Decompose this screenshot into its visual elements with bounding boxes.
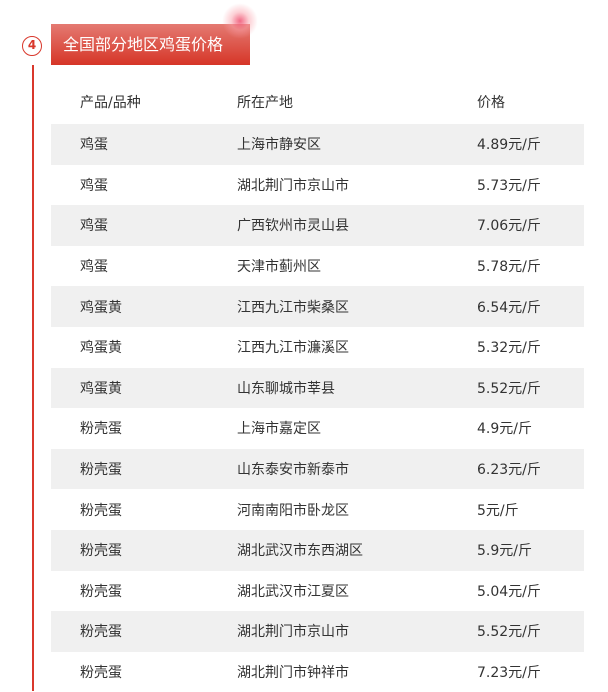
cell-price: 5.52元/斤 [477, 380, 541, 397]
cell-origin: 湖北武汉市江夏区 [237, 583, 349, 600]
cell-price: 7.06元/斤 [477, 218, 541, 235]
cell-price: 5.32元/斤 [477, 340, 541, 357]
table-row: 鸡蛋黄 江西九江市柴桑区 6.54元/斤 [51, 286, 584, 327]
cell-price: 4.9元/斤 [477, 421, 532, 438]
cell-product: 粉壳蛋 [80, 624, 122, 641]
table-header-row: 产品/品种 所在产地 价格 [51, 80, 584, 124]
cell-price: 5.04元/斤 [477, 583, 541, 600]
cell-origin: 山东泰安市新泰市 [237, 462, 349, 479]
cell-product: 粉壳蛋 [80, 665, 122, 682]
cell-price: 5.78元/斤 [477, 259, 541, 276]
table-row: 鸡蛋 上海市静安区 4.89元/斤 [51, 124, 584, 165]
table-row: 鸡蛋黄 江西九江市濂溪区 5.32元/斤 [51, 327, 584, 368]
header-product: 产品/品种 [80, 95, 141, 111]
timeline-line [32, 65, 34, 691]
cell-origin: 湖北武汉市东西湖区 [237, 543, 363, 560]
table-row: 粉壳蛋 湖北武汉市江夏区 5.04元/斤 [51, 571, 584, 612]
header-price: 价格 [477, 95, 505, 111]
cell-origin: 江西九江市柴桑区 [237, 299, 349, 316]
cell-origin: 江西九江市濂溪区 [237, 340, 349, 357]
cell-product: 鸡蛋黄 [80, 299, 122, 316]
cell-price: 5元/斤 [477, 502, 519, 519]
cell-price: 6.54元/斤 [477, 299, 541, 316]
cell-origin: 上海市静安区 [237, 137, 321, 154]
cell-product: 鸡蛋黄 [80, 340, 122, 357]
section-number-badge: 4 [22, 36, 42, 56]
table-row: 粉壳蛋 上海市嘉定区 4.9元/斤 [51, 408, 584, 449]
cell-product: 鸡蛋 [80, 177, 108, 194]
table-row: 鸡蛋 湖北荆门市京山市 5.73元/斤 [51, 165, 584, 206]
cell-price: 5.9元/斤 [477, 543, 532, 560]
cell-origin: 天津市蓟州区 [237, 259, 321, 276]
cell-origin: 广西钦州市灵山县 [237, 218, 349, 235]
table-row: 粉壳蛋 湖北荆门市钟祥市 7.23元/斤 [51, 652, 584, 692]
cell-product: 粉壳蛋 [80, 543, 122, 560]
table-row: 粉壳蛋 湖北武汉市东西湖区 5.9元/斤 [51, 529, 584, 571]
cell-price: 5.73元/斤 [477, 177, 541, 194]
cell-product: 粉壳蛋 [80, 502, 122, 519]
cell-product: 鸡蛋 [80, 218, 108, 235]
egg-price-table: 产品/品种 所在产地 价格 鸡蛋 上海市静安区 4.89元/斤 鸡蛋 湖北荆门市京山市 5… [51, 80, 584, 692]
table-row: 粉壳蛋 河南南阳市卧龙区 5元/斤 [51, 489, 584, 530]
table-row: 粉壳蛋 山东泰安市新泰市 6.23元/斤 [51, 448, 584, 490]
table-row: 粉壳蛋 湖北荆门市京山市 5.52元/斤 [51, 611, 584, 652]
cell-product: 鸡蛋 [80, 137, 108, 154]
cell-price: 6.23元/斤 [477, 462, 541, 479]
cell-product: 粉壳蛋 [80, 583, 122, 600]
cell-origin: 上海市嘉定区 [237, 421, 321, 438]
section-title: 全国部分地区鸡蛋价格 [51, 24, 250, 65]
cell-product: 粉壳蛋 [80, 462, 122, 479]
cell-product: 粉壳蛋 [80, 421, 122, 438]
cell-product: 鸡蛋黄 [80, 380, 122, 397]
cell-origin: 山东聊城市莘县 [237, 380, 335, 397]
cell-origin: 湖北荆门市钟祥市 [237, 665, 349, 682]
cell-price: 7.23元/斤 [477, 665, 541, 682]
table-row: 鸡蛋黄 山东聊城市莘县 5.52元/斤 [51, 367, 584, 409]
header-origin: 所在产地 [237, 95, 293, 111]
cell-origin: 湖北荆门市京山市 [237, 624, 349, 641]
cell-product: 鸡蛋 [80, 259, 108, 276]
table-row: 鸡蛋 广西钦州市灵山县 7.06元/斤 [51, 205, 584, 246]
firework-decoration-icon [222, 3, 258, 39]
cell-price: 5.52元/斤 [477, 624, 541, 641]
cell-price: 4.89元/斤 [477, 137, 541, 154]
cell-origin: 湖北荆门市京山市 [237, 177, 349, 194]
cell-origin: 河南南阳市卧龙区 [237, 502, 349, 519]
table-row: 鸡蛋 天津市蓟州区 5.78元/斤 [51, 246, 584, 287]
